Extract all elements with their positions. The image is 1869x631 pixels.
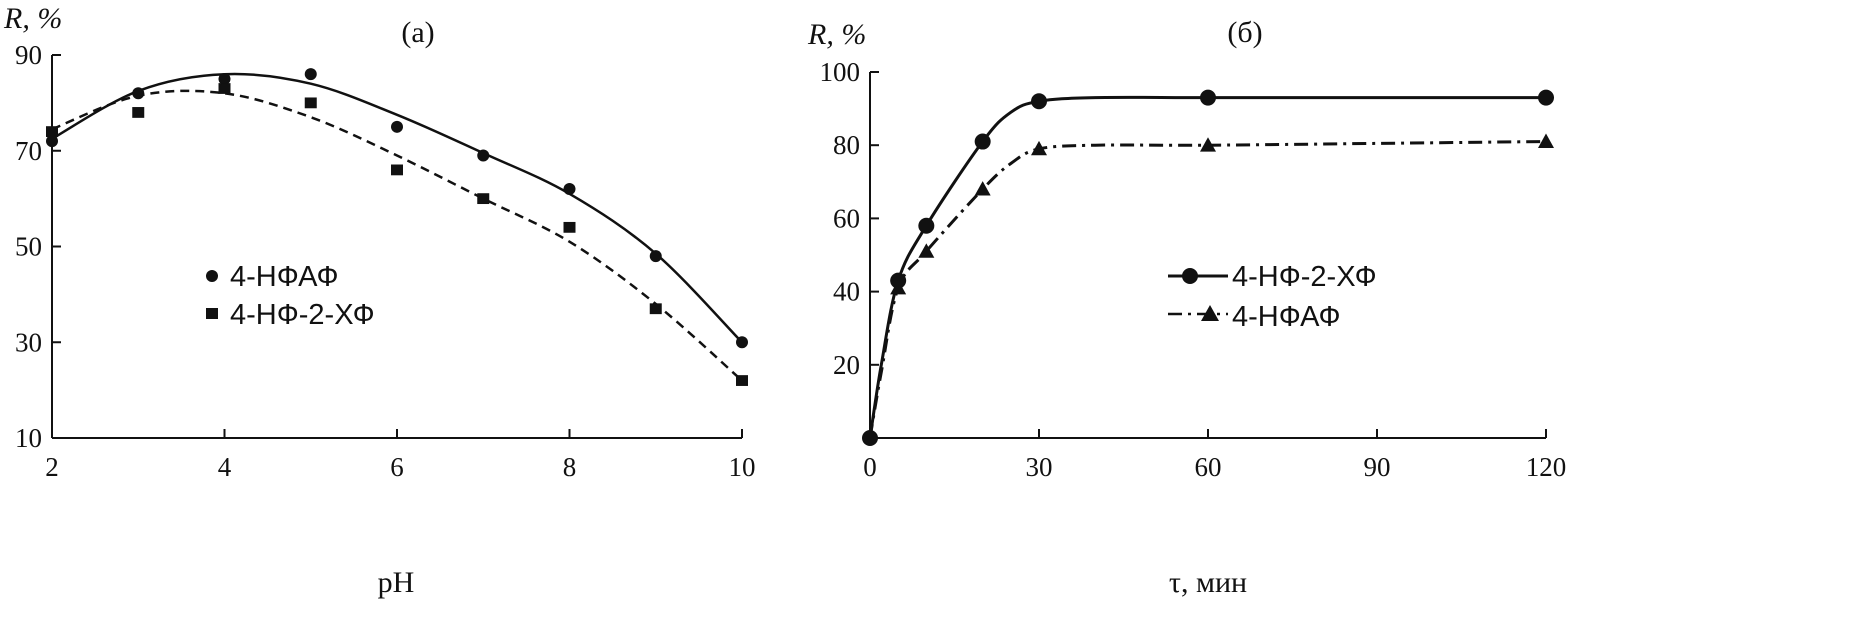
data-point-a-0-4	[391, 120, 403, 133]
y-axis-title-b: R, %	[807, 18, 866, 51]
data-point-a-1-0	[46, 126, 58, 137]
x-tick-label-b-4: 120	[1526, 452, 1567, 482]
data-point-b-0-3	[974, 133, 991, 150]
y-tick-label-b-3: 80	[833, 130, 860, 160]
data-point-b-1-3	[1031, 140, 1047, 156]
data-point-a-1-5	[477, 193, 490, 205]
data-point-a-0-0	[46, 135, 58, 148]
legend-a-marker-0	[206, 270, 218, 282]
data-point-a-0-7	[649, 250, 662, 263]
legend-b-marker-0	[1182, 268, 1198, 284]
data-point-b-1-4	[1200, 137, 1216, 152]
data-point-a-1-4	[391, 164, 403, 176]
x-axis-title-a: pH	[378, 566, 415, 599]
data-point-b-0-0	[862, 430, 878, 446]
x-tick-label-a-0: 2	[45, 452, 59, 482]
x-tick-label-a-1: 4	[218, 452, 232, 482]
series-curve-b-1	[868, 140, 1547, 439]
x-tick-label-a-4: 10	[729, 452, 756, 482]
x-axis-title-b: τ, мин	[1169, 566, 1247, 599]
panel-label-b: (б)	[1227, 16, 1262, 49]
series-curve-a-1	[51, 89, 743, 382]
y-tick-label-b-4: 100	[820, 57, 861, 87]
data-point-b-1-2	[974, 181, 991, 196]
y-tick-label-a-2: 50	[15, 232, 42, 262]
series-curve-a-0	[51, 72, 743, 344]
data-point-b-1-0	[890, 279, 907, 295]
legend-a-label-1: 4-НФ-2-ХФ	[230, 299, 375, 331]
chart-panel-b: 0 30 60 90 120 20 40 60 80 100 (б) R, % τ, мин 4-…	[807, 16, 1566, 599]
data-point-a-0-3	[304, 68, 317, 81]
legend-b-marker-1	[1201, 305, 1219, 321]
y-tick-label-b-2: 60	[833, 203, 860, 233]
y-tick-label-b-1: 40	[833, 277, 860, 307]
y-tick-label-a-0: 10	[15, 423, 42, 453]
data-point-b-0-4	[1031, 93, 1047, 110]
data-point-a-1-2	[218, 83, 231, 94]
data-point-a-0-2	[218, 72, 231, 85]
y-tick-label-a-4: 90	[15, 40, 42, 70]
x-tick-label-b-2: 60	[1195, 452, 1222, 482]
panel-label-a: (а)	[401, 16, 434, 49]
data-point-b-0-6	[1538, 89, 1554, 106]
data-point-a-0-6	[563, 183, 576, 196]
legend-a-label-0: 4-НФАФ	[230, 261, 339, 293]
legend-a: 4-НФАФ 4-НФ-2-ХФ	[206, 261, 375, 331]
x-tick-label-b-3: 90	[1364, 452, 1391, 482]
y-tick-label-b-0: 20	[833, 350, 860, 380]
data-point-a-0-1	[132, 87, 145, 100]
x-tick-label-b-0: 0	[863, 452, 877, 482]
x-tick-label-a-2: 6	[390, 452, 404, 482]
data-point-b-1-1	[918, 243, 935, 258]
data-point-b-0-2	[918, 217, 935, 234]
series-curve-b-0	[868, 95, 1546, 439]
legend-b: 4-НФ-2-ХФ 4-НФАФ	[1168, 261, 1377, 333]
data-point-a-1-6	[563, 221, 576, 233]
y-tick-label-a-3: 70	[15, 136, 42, 166]
data-point-a-1-3	[304, 97, 317, 109]
y-axis-title-a: R, %	[3, 2, 62, 35]
y-tick-label-a-1: 30	[15, 327, 42, 357]
legend-b-label-1: 4-НФАФ	[1232, 301, 1341, 333]
data-point-b-0-5	[1200, 89, 1216, 106]
data-point-a-1-8	[736, 375, 748, 386]
x-tick-label-b-1: 30	[1026, 452, 1053, 482]
data-point-a-0-8	[736, 336, 748, 349]
chart-panel-a: 2 4 6 8 10 10 30 50 70 90 (а) R, % pH 4-НФАФ 4-НФ…	[3, 2, 756, 599]
data-point-b-1-5	[1538, 133, 1554, 148]
data-point-a-0-5	[477, 149, 490, 162]
data-point-a-1-1	[132, 107, 145, 118]
x-tick-label-a-3: 8	[563, 452, 577, 482]
data-point-a-1-7	[649, 303, 662, 315]
legend-a-marker-1	[206, 308, 218, 319]
legend-b-label-0: 4-НФ-2-ХФ	[1232, 261, 1377, 293]
